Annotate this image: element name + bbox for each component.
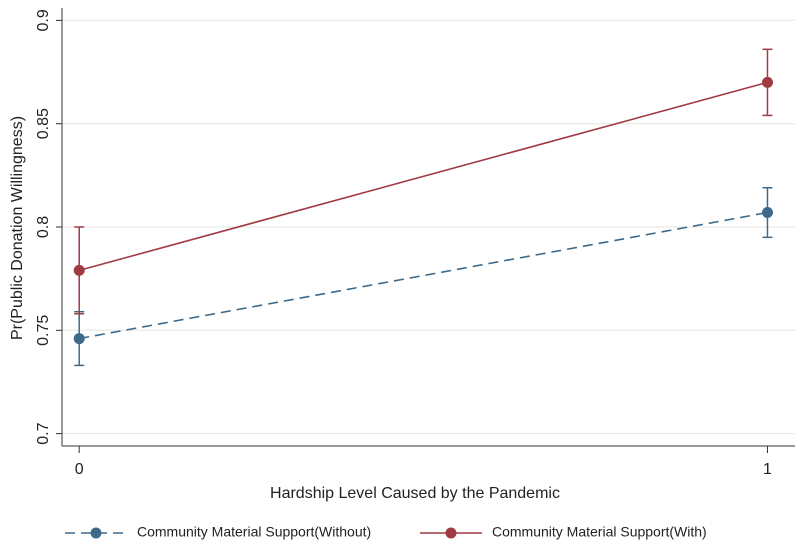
point [73, 264, 85, 276]
point [761, 76, 773, 88]
x-axis-title: Hardship Level Caused by the Pandemic [270, 485, 560, 502]
y-tick-label: 0.85 [35, 108, 52, 139]
y-axis-title: Pr(Public Donation Willingness) [9, 116, 26, 340]
legend-label: Community Material Support(Without) [137, 524, 371, 540]
legend-marker [90, 527, 102, 539]
y-tick-label: 0.7 [35, 422, 52, 444]
legend-marker [445, 527, 457, 539]
y-tick-label: 0.8 [35, 216, 52, 238]
point [73, 333, 85, 345]
x-tick-label: 0 [75, 461, 84, 478]
point [761, 207, 773, 219]
legend-label: Community Material Support(With) [492, 524, 707, 540]
series-line [79, 211, 768, 340]
y-tick-label: 0.75 [35, 315, 52, 346]
y-tick-label: 0.9 [35, 9, 52, 31]
series-line [78, 81, 768, 272]
x-tick-label: 1 [763, 461, 772, 478]
